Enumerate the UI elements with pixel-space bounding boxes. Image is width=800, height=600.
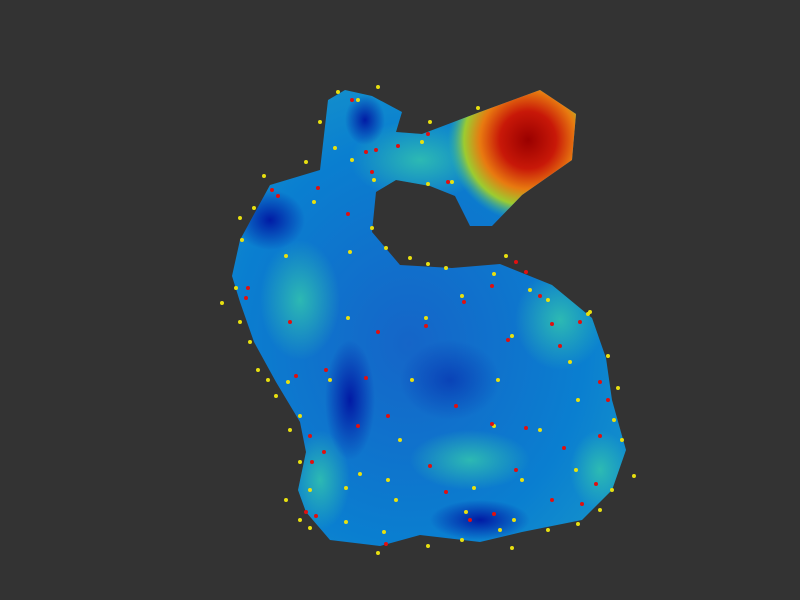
mesh-shade	[260, 240, 340, 360]
mesh-shade	[515, 270, 605, 370]
yellow-points	[220, 85, 636, 555]
mesh-hotspot	[448, 90, 608, 222]
bunny-mesh	[232, 90, 626, 546]
mesh-shade	[570, 430, 626, 510]
mesh-shade	[325, 340, 375, 460]
mesh-shade	[345, 95, 385, 145]
red-points	[244, 98, 610, 546]
mesh-shade	[430, 500, 530, 540]
mesh-shade	[235, 190, 305, 250]
mesh-shade	[400, 340, 500, 420]
mesh-shade	[410, 430, 530, 490]
